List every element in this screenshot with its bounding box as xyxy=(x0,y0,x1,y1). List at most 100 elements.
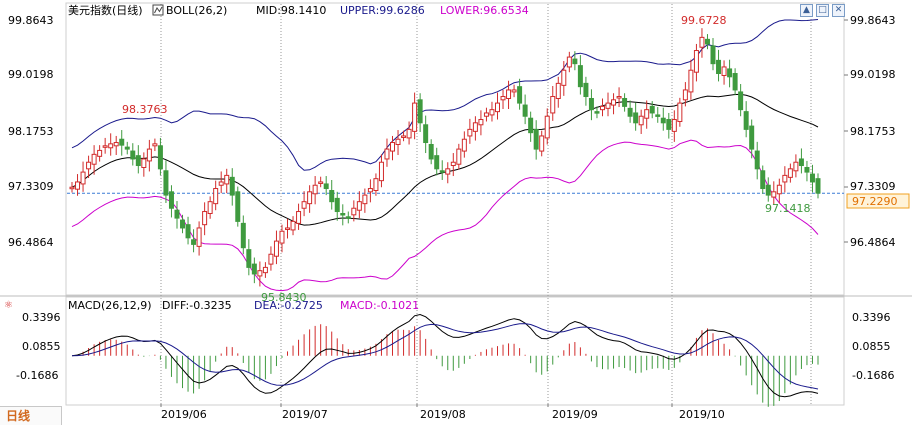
price-tick-left-4: 96.4864 xyxy=(8,236,54,249)
candle-body-84 xyxy=(533,128,539,150)
price-tick-left-0: 99.8643 xyxy=(8,14,54,27)
candles xyxy=(69,28,821,287)
candle-body-56 xyxy=(378,161,384,182)
date-label-4: 2019/10 xyxy=(679,408,725,421)
candle-body-15 xyxy=(152,143,158,147)
current-price-label: 97.2290 xyxy=(852,195,898,208)
price-tick-right-3: 97.3309 xyxy=(850,180,896,193)
candle-body-38 xyxy=(279,230,285,244)
date-label-1: 2019/07 xyxy=(282,408,328,421)
candle-body-128 xyxy=(776,184,782,195)
candle-body-17 xyxy=(163,170,169,196)
candle-body-73 xyxy=(472,122,478,132)
candle-body-99 xyxy=(616,96,622,99)
candle-body-105 xyxy=(649,105,655,114)
candle-body-40 xyxy=(290,220,296,231)
candle-body-37 xyxy=(273,240,279,257)
candle-body-53 xyxy=(362,194,368,205)
macd-value-label: MACD:-0.1021 xyxy=(340,299,419,312)
period-tab-daily[interactable]: 日线 xyxy=(0,406,62,425)
candle-body-57 xyxy=(384,148,390,160)
macd-params-label: MACD(26,12,9) xyxy=(68,299,152,312)
candle-body-82 xyxy=(522,104,528,117)
candle-body-50 xyxy=(345,216,351,219)
candle-body-49 xyxy=(340,213,346,216)
candle-body-19 xyxy=(174,209,180,219)
candle-body-97 xyxy=(605,102,611,109)
macd-tick-right-1: 0.0855 xyxy=(852,340,891,353)
candle-body-16 xyxy=(157,145,163,170)
macd-dea-line xyxy=(71,323,819,390)
candle-body-88 xyxy=(555,82,561,99)
price-tick-right-2: 98.1753 xyxy=(850,125,896,138)
candle-body-86 xyxy=(544,115,550,139)
candle-body-45 xyxy=(318,181,324,184)
candle-body-125 xyxy=(760,170,766,190)
candle-body-66 xyxy=(434,155,440,170)
candle-body-43 xyxy=(307,191,313,205)
candle-body-72 xyxy=(467,128,473,137)
candle-body-131 xyxy=(793,161,799,172)
candle-body-75 xyxy=(483,112,489,117)
candle-body-123 xyxy=(749,125,755,150)
candle-body-71 xyxy=(461,138,467,152)
candle-body-39 xyxy=(285,227,291,230)
candle-body-133 xyxy=(804,166,810,173)
candle-body-111 xyxy=(682,89,688,101)
macd-settings-icon[interactable]: ⚛ xyxy=(4,300,13,311)
candle-body-27 xyxy=(218,181,224,186)
candle-body-135 xyxy=(815,178,821,194)
axes xyxy=(160,19,848,407)
candle-body-69 xyxy=(450,161,456,167)
boll-lower-line xyxy=(71,139,819,292)
macd-panel xyxy=(71,313,819,407)
candle-body-46 xyxy=(323,183,329,190)
candle-body-93 xyxy=(583,82,589,98)
macd-tick-left-2: -0.1686 xyxy=(16,369,58,382)
candle-body-11 xyxy=(130,150,136,160)
candle-body-21 xyxy=(185,224,191,239)
boll-mid-line xyxy=(71,93,819,226)
candle-body-13 xyxy=(141,158,147,168)
price-tick-right-4: 96.4864 xyxy=(850,236,896,249)
candle-body-92 xyxy=(577,65,583,88)
candle-body-42 xyxy=(301,201,307,209)
date-label-2: 2019/08 xyxy=(420,408,466,421)
maximize-button[interactable]: □ xyxy=(816,4,829,17)
candle-body-67 xyxy=(439,170,445,173)
collapse-up-button[interactable]: ▲ xyxy=(800,4,813,17)
candle-body-62 xyxy=(412,102,418,132)
macd-tick-left-0: 0.3396 xyxy=(22,311,61,324)
annotation-low-1: 95.8430 xyxy=(261,291,307,304)
candle-body-91 xyxy=(572,58,578,65)
candle-body-118 xyxy=(721,66,727,76)
candle-body-64 xyxy=(423,124,429,144)
price-tick-right-0: 99.8643 xyxy=(850,14,896,27)
candle-body-28 xyxy=(224,174,230,185)
candle-body-108 xyxy=(666,119,672,130)
boll-lower-label: LOWER:96.6534 xyxy=(440,4,529,17)
candle-body-2 xyxy=(80,171,86,185)
candle-body-96 xyxy=(599,105,605,111)
boll-upper-label: UPPER:99.6286 xyxy=(340,4,425,17)
candle-body-30 xyxy=(235,191,241,222)
candle-body-126 xyxy=(765,184,771,196)
candle-body-4 xyxy=(91,153,97,165)
candle-body-113 xyxy=(693,50,699,73)
candle-body-59 xyxy=(395,138,401,145)
candle-body-7 xyxy=(108,143,114,149)
annotation-low-2: 97.1418 xyxy=(765,202,811,215)
candle-body-101 xyxy=(627,107,633,117)
candle-body-47 xyxy=(329,190,335,203)
candle-body-12 xyxy=(135,155,141,167)
candle-body-119 xyxy=(727,68,733,78)
candle-body-76 xyxy=(489,109,495,116)
candle-body-6 xyxy=(102,145,108,148)
macd-tick-right-0: 0.3396 xyxy=(852,311,891,324)
candle-body-112 xyxy=(688,69,694,93)
candle-body-110 xyxy=(677,102,683,122)
close-button[interactable]: ✕ xyxy=(832,4,845,17)
macd-tick-left-1: 0.0855 xyxy=(22,340,61,353)
candle-body-48 xyxy=(334,197,340,213)
